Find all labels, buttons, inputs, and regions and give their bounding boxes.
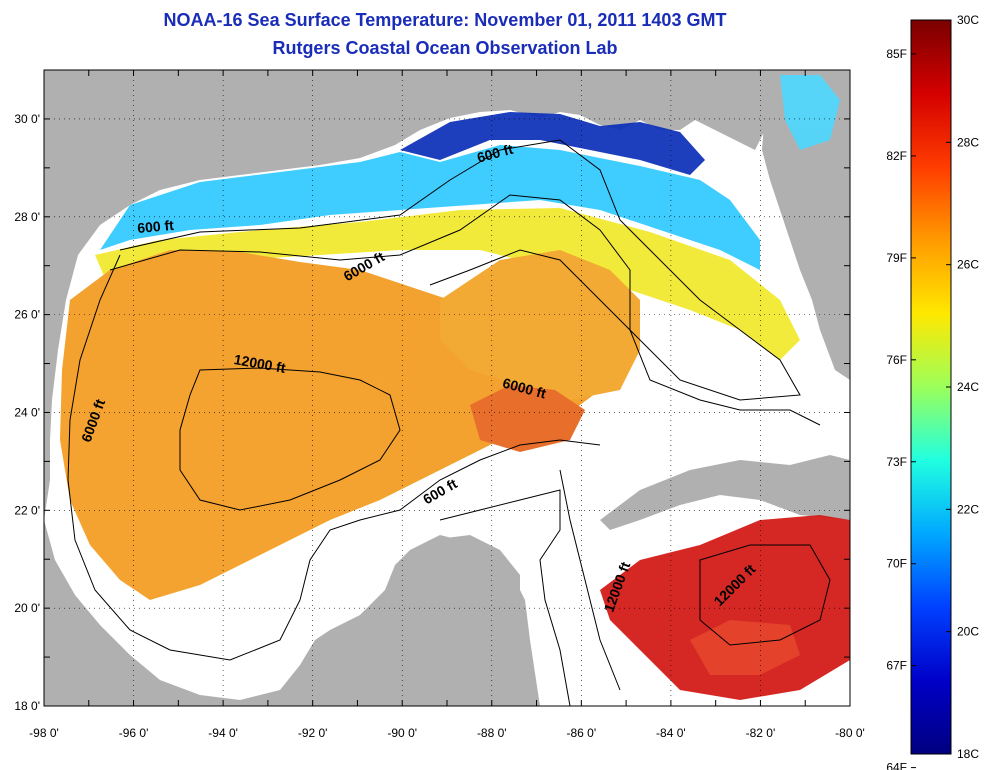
x-tick-label: -98 0' — [29, 726, 59, 740]
colorbar-label-fahrenheit: 79F — [886, 251, 907, 265]
sst-florida-east — [780, 75, 840, 150]
colorbar-label-fahrenheit: 76F — [886, 353, 907, 367]
x-tick-label: -82 0' — [746, 726, 776, 740]
colorbar-label-celsius: 26C — [957, 258, 979, 272]
y-tick-label: 30 0' — [14, 112, 40, 126]
x-tick-label: -84 0' — [656, 726, 686, 740]
contour-12000ft-channel — [559, 469, 621, 691]
colorbar — [910, 19, 952, 755]
y-tick-label: 18 0' — [14, 699, 40, 713]
colorbar-label-celsius: 30C — [957, 13, 979, 27]
x-tick-label: -92 0' — [298, 726, 328, 740]
x-tick-label: -80 0' — [835, 726, 865, 740]
y-tick-label: 22 0' — [14, 503, 40, 517]
sst-cold-coastal — [400, 112, 705, 175]
x-tick-label: -96 0' — [119, 726, 149, 740]
contour-yucatan-shelf — [439, 489, 571, 706]
colorbar-label-celsius: 22C — [957, 502, 979, 516]
colorbar-label-celsius: 20C — [957, 625, 979, 639]
x-tick-label: -90 0' — [387, 726, 417, 740]
x-tick-label: -86 0' — [567, 726, 597, 740]
colorbar-label-fahrenheit: 82F — [886, 149, 907, 163]
land-yucatan — [385, 535, 520, 670]
y-tick-label: 26 0' — [14, 308, 40, 322]
colorbar-label-celsius: 24C — [957, 380, 979, 394]
y-tick-label: 28 0' — [14, 210, 40, 224]
sst-cool-shelf — [100, 145, 760, 270]
y-tick-label: 24 0' — [14, 405, 40, 419]
contour-6000ft — [109, 194, 821, 426]
contour-label: 600 ft — [137, 217, 175, 236]
colorbar-label-fahrenheit: 73F — [886, 455, 907, 469]
colorbar-label-celsius: 28C — [957, 135, 979, 149]
land-cuba — [600, 455, 850, 530]
colorbar-label-fahrenheit: 67F — [886, 659, 907, 673]
axis-ticks — [43, 69, 851, 707]
axis-tick-labels: -98 0' -96 0' -94 0' -92 0' -90 0' -88 0' -86 … — [14, 112, 864, 740]
grid-lines — [44, 70, 850, 706]
x-tick-label: -94 0' — [208, 726, 238, 740]
map-title: NOAA-16 Sea Surface Temperature: Novembe… — [163, 10, 727, 30]
contour-6000ft-west — [67, 254, 601, 661]
land-us-north — [44, 70, 850, 520]
colorbar-label-fahrenheit: 85F — [886, 47, 907, 61]
colorbar-label-fahrenheit: 70F — [886, 557, 907, 571]
y-tick-label: 20 0' — [14, 601, 40, 615]
x-tick-label: -88 0' — [477, 726, 507, 740]
map-subtitle: Rutgers Coastal Ocean Observation Lab — [272, 38, 618, 58]
sst-warm-loop — [470, 385, 585, 452]
sst-orange-central — [440, 250, 640, 400]
contour-12000ft-cuba — [699, 544, 831, 646]
sst-yellow-shelf — [95, 208, 800, 360]
sst-field — [60, 75, 850, 700]
colorbar-labels: 30C 28C 26C 24C 22C 20C 18C 85F 82F 79F 76F 73F 70F 6… — [886, 13, 979, 770]
sst-caribbean-patch — [690, 620, 800, 675]
colorbar-label-celsius: 18C — [957, 747, 979, 761]
contour-12000ft — [179, 367, 401, 511]
colorbar-label-fahrenheit: 64F — [886, 761, 907, 770]
bathymetry-contours — [67, 139, 831, 706]
contour-600ft — [119, 139, 801, 401]
